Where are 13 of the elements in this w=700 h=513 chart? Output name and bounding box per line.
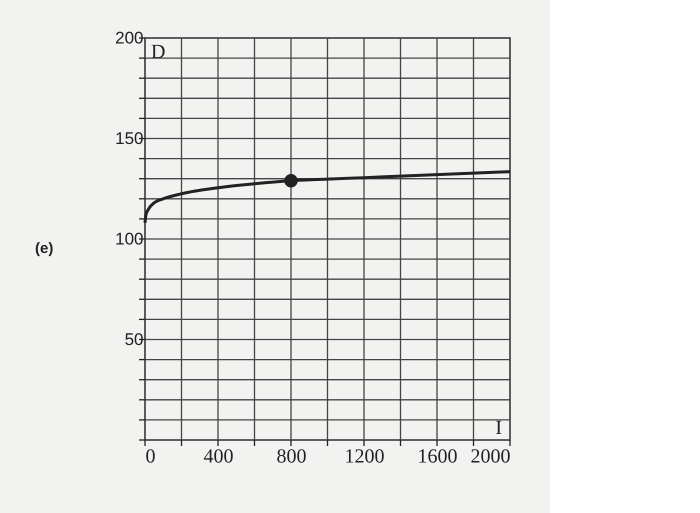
x-tick-label: 800: [276, 446, 306, 468]
x-axis-title: I: [495, 417, 502, 439]
x-tick-label: 0: [146, 446, 156, 468]
x-tick-label: 1600: [418, 446, 458, 468]
x-tick-label: 400: [204, 446, 234, 468]
y-tick-label: 200: [115, 28, 144, 48]
x-tick-label: 1200: [344, 446, 384, 468]
y-tick-label: 100: [115, 230, 144, 248]
x-tick-label: 2000: [470, 446, 510, 468]
y-axis-title: D: [151, 41, 166, 63]
y-tick-label: 50: [124, 330, 144, 349]
text: (e): [35, 240, 54, 257]
y-tick-label: 150: [115, 129, 144, 148]
